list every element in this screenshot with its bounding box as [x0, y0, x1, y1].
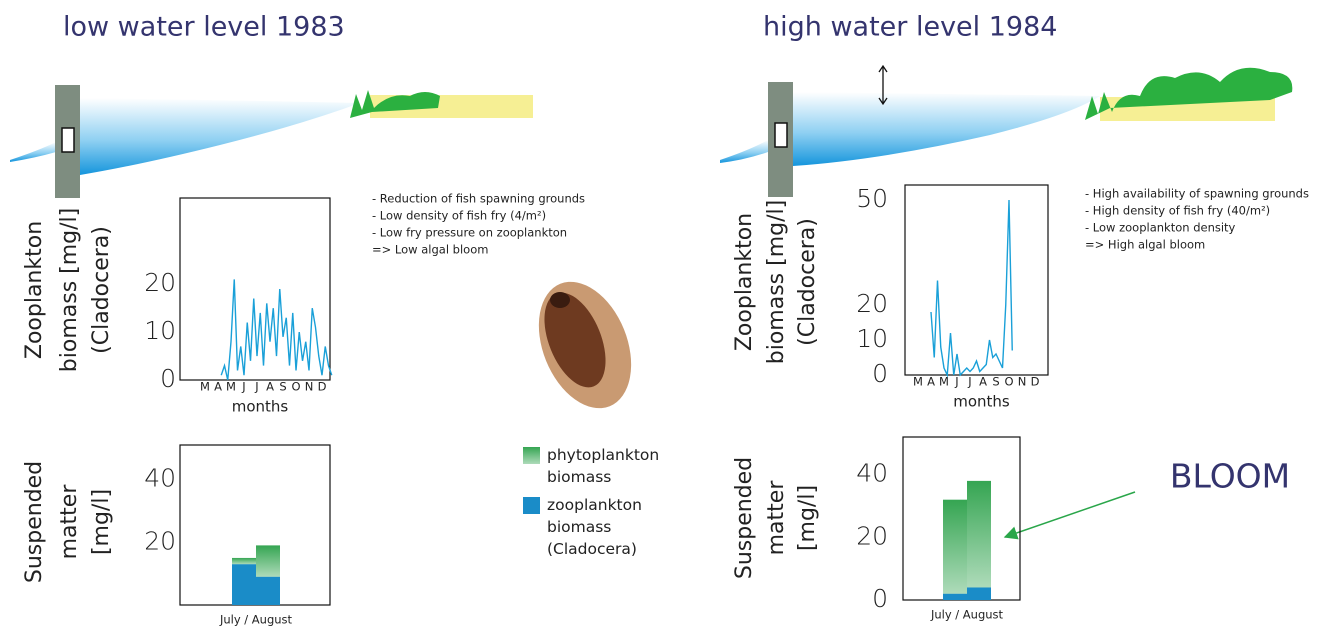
- x-tick-label: S: [279, 380, 286, 394]
- x-tick-label: A: [927, 375, 935, 389]
- x-tick-label: O: [291, 380, 300, 394]
- y-tick-label: 0: [872, 359, 888, 388]
- x-tick-label: N: [305, 380, 314, 394]
- bar-segment: [256, 545, 280, 577]
- bloom-arrow: [1003, 491, 1136, 540]
- note: - High density of fish fry (40/m²): [1085, 204, 1270, 218]
- x-tick-label: M: [226, 380, 236, 394]
- y-axis-label: matter: [57, 484, 82, 560]
- y-tick-label: 10: [144, 316, 176, 345]
- bar-segment: [232, 564, 256, 605]
- x-tick-label: A: [979, 375, 987, 389]
- x-tick-label: J: [254, 380, 258, 394]
- x-axis-label: months: [232, 398, 289, 416]
- bar-segment: [232, 557, 256, 565]
- bar-segment: [943, 593, 967, 600]
- legend-label: zooplankton biomass (Cladocera): [547, 496, 647, 558]
- bar-segment: [256, 576, 280, 605]
- y-axis-label: Zooplankton: [732, 213, 757, 351]
- x-tick-label: S: [992, 375, 999, 389]
- y-tick-label: 0: [872, 584, 888, 613]
- y-axis-label: biomass [mg/l]: [764, 200, 789, 364]
- legend-label: phytoplankton biomass: [547, 446, 664, 486]
- panel-title: high water level 1984: [763, 12, 1057, 43]
- y-axis-label: (Cladocera): [89, 226, 114, 354]
- x-tick-label: O: [1004, 375, 1013, 389]
- plot-frame: [904, 184, 1049, 376]
- x-axis-label: July / August: [930, 608, 1004, 622]
- y-axis-label: matter: [764, 480, 789, 556]
- bar-segment: [943, 499, 967, 594]
- y-tick-label: 20: [856, 289, 888, 318]
- y-tick-label: 20: [856, 521, 888, 550]
- y-tick-label: 10: [856, 324, 888, 353]
- y-axis-label: [mg/l]: [89, 489, 114, 555]
- x-tick-label: D: [318, 380, 327, 394]
- y-tick-label: 20: [144, 526, 176, 555]
- bar-segment: [967, 480, 991, 588]
- plot-frame: [179, 197, 331, 381]
- x-tick-label: M: [913, 375, 923, 389]
- y-tick-label: 40: [856, 459, 888, 488]
- y-axis-label: [mg/l]: [795, 485, 820, 551]
- x-tick-label: A: [266, 380, 274, 394]
- line: [220, 279, 333, 381]
- x-tick-label: M: [939, 375, 949, 389]
- low-water-illustration: [10, 85, 533, 198]
- legend-swatch: [523, 497, 540, 514]
- y-tick-label: 50: [856, 184, 888, 213]
- note: - Low density of fish fry (4/m²): [372, 209, 546, 223]
- x-tick-label: J: [954, 375, 958, 389]
- panel-title: low water level 1983: [63, 12, 345, 43]
- x-axis-label: July / August: [219, 613, 293, 627]
- note: - Low zooplankton density: [1085, 221, 1236, 235]
- x-tick-label: A: [214, 380, 222, 394]
- legend-swatch: [523, 447, 540, 464]
- x-tick-label: J: [967, 375, 971, 389]
- y-tick-label: 40: [144, 464, 176, 493]
- x-tick-label: D: [1031, 375, 1040, 389]
- y-axis-label: biomass [mg/l]: [57, 208, 82, 372]
- high-water-illustration: [720, 64, 1293, 197]
- x-tick-label: J: [241, 380, 245, 394]
- note: - Low fry pressure on zooplankton: [372, 226, 567, 240]
- y-tick-label: 20: [144, 268, 176, 297]
- daphnia-image: [538, 281, 632, 409]
- y-axis-label: Suspended: [22, 461, 47, 583]
- x-tick-label: N: [1018, 375, 1027, 389]
- note: - High availability of spawning grounds: [1085, 187, 1309, 201]
- y-tick-label: 0: [160, 364, 176, 393]
- bar-segment: [967, 587, 991, 600]
- note: - Reduction of fish spawning grounds: [372, 192, 585, 206]
- annotation: BLOOM: [1170, 457, 1290, 496]
- note: => High algal bloom: [1085, 238, 1205, 252]
- y-axis-label: Zooplankton: [22, 221, 47, 359]
- note: => Low algal bloom: [372, 243, 488, 257]
- y-axis-label: Suspended: [732, 457, 757, 579]
- line: [930, 199, 1013, 378]
- x-tick-label: M: [200, 380, 210, 394]
- x-axis-label: months: [953, 393, 1010, 411]
- y-axis-label: (Cladocera): [795, 218, 820, 346]
